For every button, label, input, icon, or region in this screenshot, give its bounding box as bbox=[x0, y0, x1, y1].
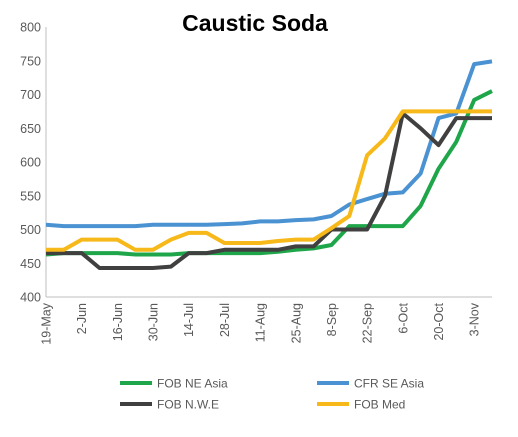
legend: FOB NE Asia CFR SE Asia FOB N.W.E FOB Med bbox=[120, 377, 424, 412]
y-tick-label: 600 bbox=[20, 156, 41, 170]
x-tick-label: 16-Jun bbox=[111, 303, 125, 341]
legend-label-fob-n-w-e: FOB N.W.E bbox=[157, 398, 219, 412]
y-tick-label: 550 bbox=[20, 189, 41, 203]
x-tick-label: 6-Oct bbox=[396, 302, 410, 333]
series-line-fob-med bbox=[46, 109, 492, 252]
legend-label-fob-med: FOB Med bbox=[354, 398, 405, 412]
x-tick-label: 14-Jul bbox=[182, 303, 196, 337]
x-tick-label: 19-May bbox=[40, 302, 54, 344]
series-line-fob-ne-asia bbox=[45, 89, 493, 257]
x-tick-label: 11-Aug bbox=[254, 303, 268, 342]
y-tick-label: 750 bbox=[20, 54, 41, 68]
y-tick-label: 400 bbox=[20, 291, 41, 305]
y-tick-label: 700 bbox=[20, 88, 41, 102]
x-tick-label: 20-Oct bbox=[432, 302, 446, 340]
y-tick-label: 450 bbox=[20, 257, 41, 271]
x-tick-label: 8-Sep bbox=[325, 303, 339, 336]
y-tick-label: 650 bbox=[20, 122, 41, 136]
x-tick-label: 28-Jul bbox=[218, 303, 232, 337]
series-lines bbox=[45, 59, 493, 270]
legend-label-fob-ne-asia: FOB NE Asia bbox=[157, 377, 228, 391]
x-tick-label: 22-Sep bbox=[361, 303, 375, 343]
x-tick-label: 25-Aug bbox=[289, 303, 303, 343]
x-tick-label: 3-Nov bbox=[468, 302, 482, 336]
y-tick-label: 500 bbox=[20, 223, 41, 237]
x-tick-label: 30-Jun bbox=[147, 303, 161, 341]
legend-label-cfr-se-asia: CFR SE Asia bbox=[354, 377, 424, 391]
x-tick-label: 2-Jun bbox=[75, 303, 89, 334]
y-tick-label: 800 bbox=[20, 21, 41, 35]
series-line-cfr-se-asia bbox=[45, 59, 493, 229]
series-line-fob-n-w-e bbox=[46, 111, 492, 270]
chart-title: Caustic Soda bbox=[182, 10, 328, 36]
axes: 400 450 500 550 600 650 700 750 800 19-May 2-Jun 16… bbox=[20, 21, 492, 345]
